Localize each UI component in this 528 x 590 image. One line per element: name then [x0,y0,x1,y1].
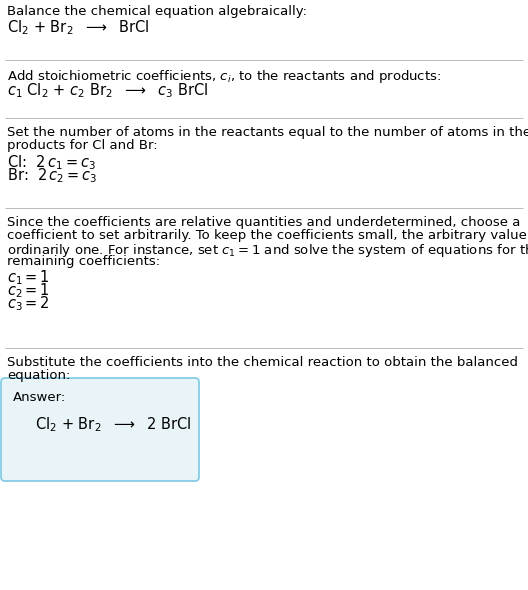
Text: $c_1 = 1$: $c_1 = 1$ [7,268,50,287]
Text: Substitute the coefficients into the chemical reaction to obtain the balanced: Substitute the coefficients into the che… [7,356,518,369]
Text: remaining coefficients:: remaining coefficients: [7,255,160,268]
Text: Cl$_2$ + Br$_2$  $\longrightarrow$  2 BrCl: Cl$_2$ + Br$_2$ $\longrightarrow$ 2 BrCl [35,415,191,434]
FancyBboxPatch shape [1,378,199,481]
Text: Cl:  $2\,c_1 = c_3$: Cl: $2\,c_1 = c_3$ [7,153,96,172]
Text: Cl$_2$ + Br$_2$  $\longrightarrow$  BrCl: Cl$_2$ + Br$_2$ $\longrightarrow$ BrCl [7,18,149,37]
Text: $c_3 = 2$: $c_3 = 2$ [7,294,50,313]
Text: products for Cl and Br:: products for Cl and Br: [7,139,158,152]
Text: Add stoichiometric coefficients, $c_i$, to the reactants and products:: Add stoichiometric coefficients, $c_i$, … [7,68,441,85]
Text: Answer:: Answer: [13,391,66,404]
Text: Since the coefficients are relative quantities and underdetermined, choose a: Since the coefficients are relative quan… [7,216,521,229]
Text: equation:: equation: [7,369,70,382]
Text: $c_1$ Cl$_2$ + $c_2$ Br$_2$  $\longrightarrow$  $c_3$ BrCl: $c_1$ Cl$_2$ + $c_2$ Br$_2$ $\longrighta… [7,81,209,100]
Text: Balance the chemical equation algebraically:: Balance the chemical equation algebraica… [7,5,307,18]
Text: $c_2 = 1$: $c_2 = 1$ [7,281,50,300]
Text: Set the number of atoms in the reactants equal to the number of atoms in the: Set the number of atoms in the reactants… [7,126,528,139]
Text: ordinarily one. For instance, set $c_1 = 1$ and solve the system of equations fo: ordinarily one. For instance, set $c_1 =… [7,242,528,259]
Text: Br:  $2\,c_2 = c_3$: Br: $2\,c_2 = c_3$ [7,166,98,185]
Text: coefficient to set arbitrarily. To keep the coefficients small, the arbitrary va: coefficient to set arbitrarily. To keep … [7,229,528,242]
